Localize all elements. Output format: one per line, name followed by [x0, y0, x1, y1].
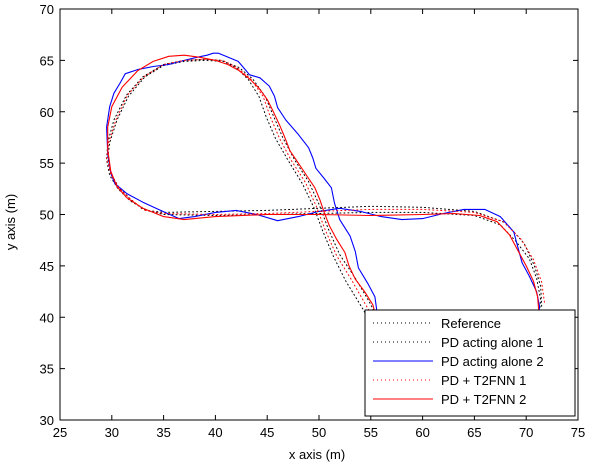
y-tick-label: 65: [40, 53, 54, 68]
legend-label-pd-t2fnn-2: PD + T2FNN 2: [441, 392, 526, 407]
y-tick-label: 40: [40, 310, 54, 325]
x-tick-label: 50: [312, 425, 326, 440]
y-tick-label: 35: [40, 362, 54, 377]
y-tick-label: 30: [40, 413, 54, 428]
y-tick-label: 70: [40, 2, 54, 17]
y-tick-label: 55: [40, 156, 54, 171]
x-tick-label: 65: [467, 425, 481, 440]
x-tick-label: 40: [208, 425, 222, 440]
x-axis-label: x axis (m): [289, 447, 345, 462]
x-tick-label: 35: [156, 425, 170, 440]
series-line-pd-t2fnn-1: [106, 58, 546, 328]
x-tick-label: 25: [53, 425, 67, 440]
legend-label-pd-acting-alone-1: PD acting alone 1: [441, 335, 544, 350]
legend-box: [364, 309, 576, 417]
legend-label-pd-acting-alone-2: PD acting alone 2: [441, 354, 544, 369]
series-line-reference: [107, 59, 542, 325]
y-tick-label: 45: [40, 259, 54, 274]
legend-label-reference: Reference: [441, 316, 501, 331]
x-tick-label: 45: [260, 425, 274, 440]
x-tick-label: 30: [105, 425, 119, 440]
y-tick-label: 60: [40, 105, 54, 120]
x-tick-label: 70: [519, 425, 533, 440]
x-tick-label: 75: [571, 425, 585, 440]
series-line-pd-acting-alone-1: [106, 58, 543, 331]
y-tick-label: 50: [40, 208, 54, 223]
y-axis-label: y axis (m): [3, 194, 18, 250]
legend-label-pd-t2fnn-1: PD + T2FNN 1: [441, 373, 526, 388]
plot-lines: [106, 52, 546, 331]
legend: Reference PD acting alone 1 PD acting alon…: [364, 309, 576, 417]
series-line-pd-t2fnn-2: [107, 54, 540, 318]
x-tick-label: 60: [415, 425, 429, 440]
series-line-pd-acting-alone-2: [106, 52, 541, 330]
x-tick-label: 55: [364, 425, 378, 440]
